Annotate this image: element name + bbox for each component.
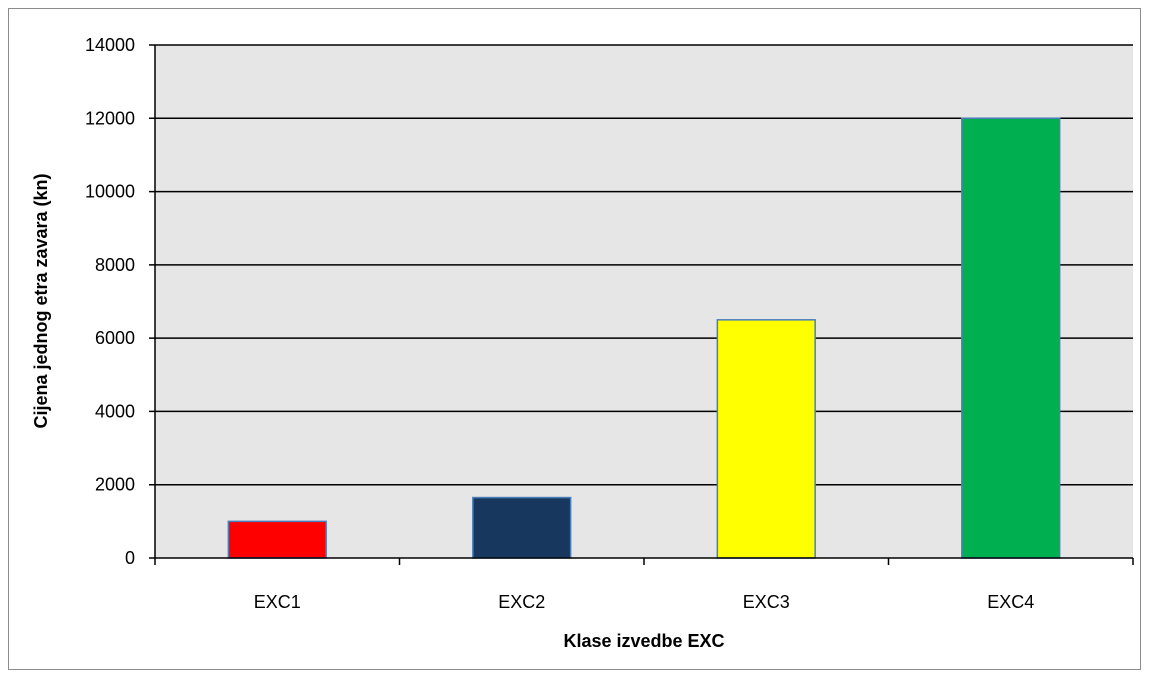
x-tick-label: EXC1 bbox=[254, 592, 301, 612]
bar-exc2 bbox=[472, 496, 572, 559]
bar-exc4 bbox=[961, 117, 1061, 559]
x-tick-label: EXC4 bbox=[987, 592, 1034, 612]
chart-frame: 0 2000 4000 6000 8000 10000 12000 14000 EXC1 EXC2… bbox=[8, 8, 1141, 670]
y-tick-label: 12000 bbox=[85, 108, 135, 128]
axes bbox=[149, 45, 1134, 565]
y-tick-label: 8000 bbox=[95, 255, 135, 275]
bar-exc1 bbox=[227, 520, 327, 559]
tick-labels: 0 2000 4000 6000 8000 10000 12000 14000 EXC1 EXC2… bbox=[85, 35, 1034, 612]
y-tick-label: 10000 bbox=[85, 182, 135, 202]
y-tick-label: 4000 bbox=[95, 401, 135, 421]
bar-exc3 bbox=[716, 319, 816, 559]
y-tick-label: 2000 bbox=[95, 475, 135, 495]
x-tick-label: EXC2 bbox=[498, 592, 545, 612]
bar-chart: 0 2000 4000 6000 8000 10000 12000 14000 EXC1 EXC2… bbox=[31, 35, 1134, 651]
x-tick-label: EXC3 bbox=[743, 592, 790, 612]
y-tick-label: 0 bbox=[125, 548, 135, 568]
y-tick-label: 14000 bbox=[85, 35, 135, 55]
y-tick-label: 6000 bbox=[95, 328, 135, 348]
x-axis-title: Klase izvedbe EXC bbox=[563, 631, 724, 651]
y-axis-title: Cijena jednog etra zavara (kn) bbox=[31, 173, 51, 428]
